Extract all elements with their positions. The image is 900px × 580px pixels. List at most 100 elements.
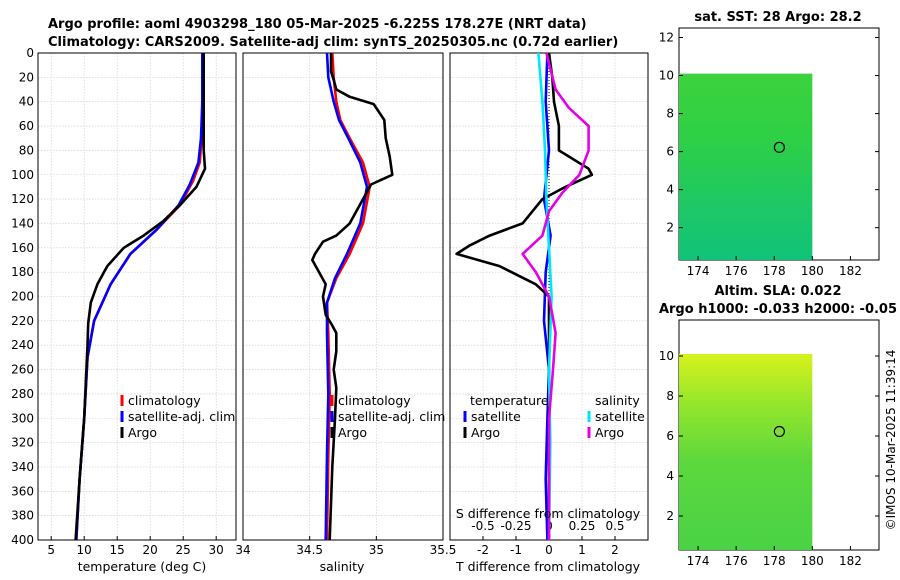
map-x-tick-label: 178 [763,264,786,278]
map-x-tick-label: 180 [801,554,824,568]
salinity-xlabel: salinity [320,559,365,574]
map-y-tick-label: 4 [666,469,674,483]
depth-tick-label: 140 [11,216,34,230]
x-tick-label: 20 [143,543,158,557]
legend-satellite-adj: satellite-adj. clim [128,409,235,424]
legend-climatology: climatology [338,393,411,408]
top-x-tick-label: -0.25 [500,519,531,533]
depth-tick-label: 220 [11,314,34,328]
plot-frame [37,52,237,541]
x-tick-label: 35 [369,543,384,557]
difference-xlabel: T difference from climatology [455,559,641,574]
sst-map: 174 176 178 180 182 2 4 6 8 10 12 [659,27,880,278]
depth-tick-label: 240 [11,338,34,352]
map-y-tick-label: 8 [666,389,674,403]
sla-map-title: Altim. SLA: 0.022 [715,284,842,299]
map-x-tick-label: 174 [687,264,710,278]
map-y-tick-label: 2 [666,509,674,523]
depth-tick-label: 0 [26,46,34,60]
credit-stamp: ©IMOS 10-Mar-2025 11:39:14 [884,350,898,531]
x-tick-label: 0 [545,543,553,557]
title-line-1: Argo profile: aoml 4903298_180 05-Mar-20… [48,17,587,32]
map-y-tick-label: 4 [666,183,674,197]
title-line-2: Climatology: CARS2009. Satellite-adj cli… [48,35,618,50]
legend-s-satellite: satellite [595,409,645,424]
map-x-tick-label: 182 [839,264,862,278]
salinity-panel: 34 34.5 35 35.5 [235,52,457,557]
depth-tick-label: 200 [11,290,34,304]
x-tick-label: -1 [510,543,522,557]
argo-position-marker [773,141,785,153]
temperature-legend: climatology satellite-adj. clim Argo [120,393,235,440]
temperature-panel: 5 10 15 20 25 30 [37,52,237,557]
map-x-tick-label: 174 [687,554,710,568]
temperature-xlabel: temperature (deg C) [78,559,207,574]
depth-tick-label: 360 [11,484,34,498]
x-tick-label: 30 [209,543,224,557]
legend-argo: Argo [128,425,157,440]
series-line-argo [310,53,394,541]
legend-argo: Argo [338,425,367,440]
legend-climatology: climatology [128,393,201,408]
legend-s-argo: Argo [595,425,624,440]
difference-panel: -2 -1 0 1 2-0.5 -0.25 0 0.25 0.5 [449,52,649,557]
series-line-temperature-satellite [542,52,552,541]
top-x-tick-label: 0.5 [605,519,624,533]
difference-top-xlabel: S difference from climatology [456,506,641,521]
x-tick-label: 34.5 [296,543,323,557]
depth-tick-label: 160 [11,241,34,255]
series-line-climatology [325,52,372,541]
map-x-tick-label: 182 [839,554,862,568]
depth-tick-label: 300 [11,411,34,425]
map-x-tick-label: 176 [725,264,748,278]
top-x-tick-label: 0.25 [569,519,596,533]
depth-tick-label: 340 [11,460,34,474]
map-y-tick-label: 6 [666,429,674,443]
legend-t-argo: Argo [471,425,500,440]
depth-tick-label: 320 [11,436,34,450]
map-y-tick-label: 2 [666,221,674,235]
x-tick-label: 10 [77,543,92,557]
depth-tick-label: 60 [19,119,34,133]
x-tick-label: -2 [477,543,489,557]
x-tick-label: 15 [110,543,125,557]
map-y-tick-label: 10 [659,349,674,363]
x-tick-label: 35.5 [430,543,457,557]
map-y-tick-label: 10 [659,69,674,83]
depth-tick-label: 40 [19,95,34,109]
map-x-tick-label: 176 [725,554,748,568]
x-tick-label: 25 [176,543,191,557]
sla-map: 174 176 178 180 182 2 4 6 8 10 [659,319,880,568]
map-field [679,73,813,260]
series-line-satellite-adj-clim [324,52,369,541]
map-y-tick-label: 6 [666,145,674,159]
x-tick-label: 1 [578,543,586,557]
x-tick-label: 34 [235,543,250,557]
depth-tick-label: 380 [11,509,34,523]
map-field [679,354,813,550]
depth-tick-label: 100 [11,168,34,182]
salinity-legend: climatology satellite-adj. clim Argo [330,393,445,440]
depth-tick-label: 20 [19,70,34,84]
depth-tick-label: 260 [11,363,34,377]
depth-tick-label: 280 [11,387,34,401]
x-tick-label: 5 [47,543,55,557]
series-line-temperature-argo [455,52,594,540]
difference-legend-temperature: temperature satellite Argo [463,393,549,440]
depth-tick-label: 80 [19,143,34,157]
series-line-argo [74,53,207,541]
series-line-salinity-argo [521,52,590,540]
legend-salinity-title: salinity [595,393,640,408]
argo-position-marker [773,425,785,438]
sla-map-subtitle: Argo h1000: -0.033 h2000: -0.05 [659,302,897,317]
legend-satellite-adj: satellite-adj. clim [338,409,445,424]
depth-tick-label: 180 [11,265,34,279]
sst-map-title: sat. SST: 28 Argo: 28.2 [694,10,861,25]
map-x-tick-label: 180 [801,264,824,278]
map-y-tick-label: 8 [666,107,674,121]
x-tick-label: 2 [611,543,619,557]
map-y-tick-label: 12 [659,31,674,45]
legend-t-satellite: satellite [471,409,521,424]
plot-frame [242,52,444,541]
